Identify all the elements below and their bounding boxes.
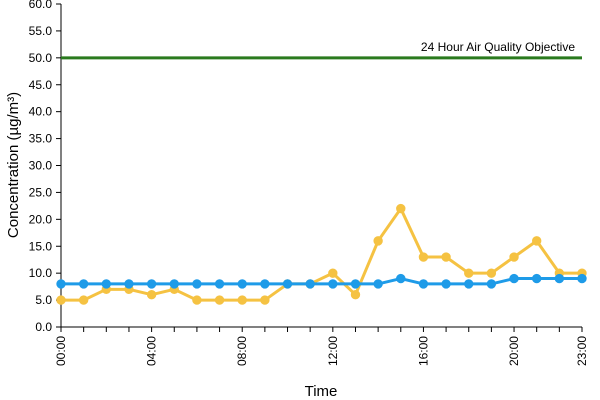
data-point bbox=[531, 236, 542, 246]
x-tick-label: 23:00 bbox=[575, 336, 589, 366]
x-tick-label: 12:00 bbox=[326, 336, 340, 366]
data-point bbox=[418, 252, 429, 262]
data-point bbox=[78, 295, 89, 305]
data-point bbox=[56, 295, 66, 305]
y-tick-label: 30.0 bbox=[29, 159, 53, 173]
y-axis-ticks: 0.0 5.0 10.0 15.0 20.0 25.0 30.0 35.0 40.0 45.0 50… bbox=[29, 0, 61, 334]
data-point bbox=[464, 279, 474, 289]
series-layer bbox=[56, 203, 587, 305]
series-1 bbox=[56, 203, 587, 305]
data-point bbox=[328, 268, 338, 278]
data-point bbox=[441, 279, 451, 289]
y-tick-label: 40.0 bbox=[29, 105, 53, 119]
data-point bbox=[282, 279, 293, 289]
data-point bbox=[192, 295, 202, 305]
y-axis-title: Concentration (µg/m³) bbox=[5, 92, 22, 238]
data-point bbox=[214, 295, 225, 305]
data-point bbox=[260, 295, 270, 305]
objective-label: 24 Hour Air Quality Objective bbox=[421, 40, 575, 54]
data-point bbox=[192, 279, 202, 289]
data-point bbox=[237, 295, 247, 305]
y-tick-label: 60.0 bbox=[29, 0, 53, 11]
data-point bbox=[169, 279, 179, 289]
data-point bbox=[328, 279, 338, 289]
data-point bbox=[146, 290, 157, 300]
data-point bbox=[56, 279, 66, 289]
data-point bbox=[237, 279, 247, 289]
data-point bbox=[124, 279, 134, 289]
data-point bbox=[554, 273, 565, 284]
y-tick-label: 35.0 bbox=[29, 132, 53, 146]
data-point bbox=[373, 279, 383, 289]
data-point bbox=[396, 203, 406, 214]
data-point bbox=[373, 236, 383, 246]
x-tick-label: 20:00 bbox=[507, 336, 521, 366]
data-point bbox=[509, 252, 519, 262]
y-tick-label: 0.0 bbox=[35, 320, 52, 334]
y-tick-label: 10.0 bbox=[29, 266, 53, 280]
data-point bbox=[260, 279, 270, 289]
data-point bbox=[486, 279, 497, 289]
x-tick-label: 00:00 bbox=[54, 336, 68, 366]
data-point bbox=[350, 279, 361, 289]
data-point bbox=[214, 279, 225, 289]
y-tick-label: 25.0 bbox=[29, 185, 53, 199]
series-line bbox=[61, 207, 582, 302]
y-tick-label: 50.0 bbox=[29, 51, 53, 65]
series-2 bbox=[56, 273, 587, 289]
y-tick-label: 15.0 bbox=[29, 239, 53, 253]
data-point bbox=[577, 273, 587, 284]
x-tick-label: 08:00 bbox=[235, 336, 249, 366]
data-point bbox=[396, 273, 406, 284]
data-point bbox=[418, 279, 429, 289]
data-point bbox=[464, 268, 474, 278]
data-point bbox=[101, 279, 112, 289]
data-point bbox=[531, 273, 542, 284]
y-tick-label: 5.0 bbox=[35, 293, 52, 307]
data-point bbox=[305, 279, 315, 289]
data-point bbox=[441, 252, 451, 262]
x-tick-label: 16:00 bbox=[416, 336, 430, 366]
data-point bbox=[486, 268, 497, 278]
y-tick-label: 20.0 bbox=[29, 212, 53, 226]
x-axis-title: Time bbox=[305, 383, 338, 400]
data-point bbox=[350, 290, 361, 300]
x-tick-label: 04:00 bbox=[145, 336, 159, 366]
data-point bbox=[146, 279, 157, 289]
y-tick-label: 45.0 bbox=[29, 78, 53, 92]
x-axis-ticks: 00:00 04:00 08:00 12:00 16:00 20:00 23:00 bbox=[54, 327, 589, 366]
y-tick-label: 55.0 bbox=[29, 24, 53, 38]
data-point bbox=[509, 273, 519, 284]
data-point bbox=[78, 279, 89, 289]
